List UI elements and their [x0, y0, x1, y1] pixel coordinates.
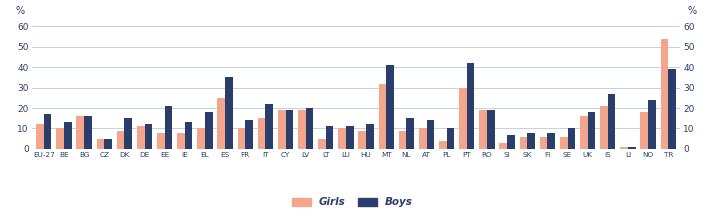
- Bar: [326, 126, 333, 149]
- Bar: [487, 110, 495, 149]
- Bar: [36, 124, 44, 149]
- Bar: [145, 124, 152, 149]
- Bar: [427, 120, 434, 149]
- Bar: [588, 112, 595, 149]
- Bar: [507, 135, 515, 149]
- Bar: [238, 129, 245, 149]
- Bar: [661, 39, 668, 149]
- Bar: [540, 137, 547, 149]
- Bar: [520, 137, 527, 149]
- Bar: [97, 139, 104, 149]
- Bar: [217, 98, 225, 149]
- Bar: [467, 63, 474, 149]
- Bar: [608, 94, 615, 149]
- Bar: [197, 129, 205, 149]
- Bar: [447, 129, 454, 149]
- Bar: [306, 108, 313, 149]
- Bar: [318, 139, 326, 149]
- Bar: [439, 141, 447, 149]
- Bar: [479, 110, 487, 149]
- Bar: [568, 129, 575, 149]
- Text: %: %: [687, 7, 697, 16]
- Bar: [338, 129, 346, 149]
- Bar: [56, 129, 64, 149]
- Bar: [298, 110, 306, 149]
- Bar: [245, 120, 253, 149]
- Bar: [205, 112, 213, 149]
- Bar: [117, 131, 124, 149]
- Bar: [620, 147, 628, 149]
- Bar: [64, 122, 72, 149]
- Legend: Girls, Boys: Girls, Boys: [288, 193, 417, 212]
- Bar: [137, 126, 145, 149]
- Bar: [499, 143, 507, 149]
- Bar: [104, 139, 112, 149]
- Bar: [358, 131, 366, 149]
- Bar: [527, 132, 535, 149]
- Bar: [668, 69, 676, 149]
- Bar: [177, 132, 185, 149]
- Bar: [379, 83, 386, 149]
- Bar: [406, 118, 414, 149]
- Bar: [44, 114, 51, 149]
- Bar: [225, 77, 233, 149]
- Bar: [258, 118, 265, 149]
- Bar: [165, 106, 172, 149]
- Bar: [386, 65, 394, 149]
- Bar: [419, 129, 427, 149]
- Bar: [459, 88, 467, 149]
- Bar: [600, 106, 608, 149]
- Text: %: %: [16, 7, 25, 16]
- Bar: [366, 124, 374, 149]
- Bar: [157, 132, 165, 149]
- Bar: [265, 104, 273, 149]
- Bar: [286, 110, 293, 149]
- Bar: [648, 100, 656, 149]
- Bar: [628, 147, 636, 149]
- Bar: [399, 131, 406, 149]
- Bar: [580, 116, 588, 149]
- Bar: [76, 116, 84, 149]
- Bar: [185, 122, 192, 149]
- Bar: [278, 110, 286, 149]
- Bar: [84, 116, 92, 149]
- Bar: [560, 137, 568, 149]
- Bar: [346, 126, 354, 149]
- Bar: [547, 132, 555, 149]
- Bar: [640, 112, 648, 149]
- Bar: [124, 118, 132, 149]
